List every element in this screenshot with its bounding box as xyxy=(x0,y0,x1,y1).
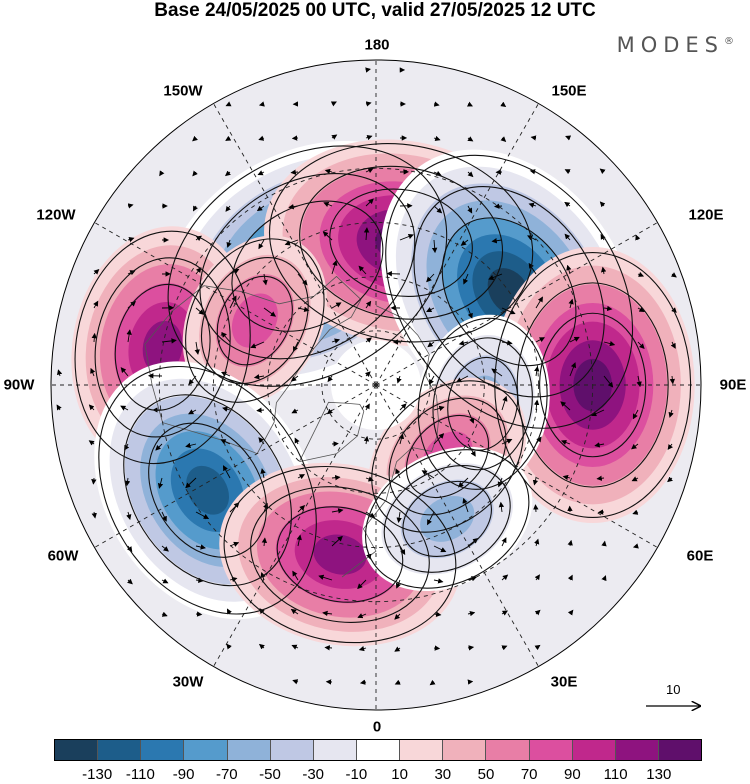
lon-label-60w: 60W xyxy=(48,548,79,565)
colorbar-swatch xyxy=(400,740,443,760)
colorbar-tick-label: -10 xyxy=(346,766,368,783)
colorbar-tick-label: 110 xyxy=(604,766,628,783)
lon-label-30e: 30E xyxy=(551,674,578,691)
colorbar-swatch xyxy=(271,740,314,760)
colorbar-tick-label: 50 xyxy=(478,766,495,783)
colorbar-swatch xyxy=(357,740,400,760)
lon-label-120w: 120W xyxy=(36,207,75,224)
colorbar-swatch xyxy=(55,740,98,760)
wind-arrow xyxy=(196,614,201,615)
lon-label-180: 180 xyxy=(364,37,389,54)
lon-label-60e: 60E xyxy=(687,548,714,565)
colorbar-swatch xyxy=(184,740,227,760)
lon-label-120e: 120E xyxy=(688,207,723,224)
wind-arrow xyxy=(535,505,536,512)
colorbar-swatch xyxy=(573,740,616,760)
lon-label-30w: 30W xyxy=(173,674,204,691)
lon-label-0: 0 xyxy=(373,719,381,736)
colorbar-tick-label: 70 xyxy=(521,766,538,783)
colorbar xyxy=(54,739,702,761)
colorbar-swatch xyxy=(616,740,659,760)
colorbar-swatch xyxy=(659,740,701,760)
colorbar-tick-label: -110 xyxy=(126,766,155,783)
colorbar-tick-label: -130 xyxy=(82,766,112,783)
colorbar-swatch xyxy=(141,740,184,760)
colorbar-tick-label: -90 xyxy=(173,766,195,783)
lon-label-150e: 150E xyxy=(551,83,586,100)
wind-arrow xyxy=(325,647,332,648)
colorbar-swatch xyxy=(228,740,271,760)
colorbar-tick-label: -70 xyxy=(216,766,238,783)
wind-arrow xyxy=(93,478,94,484)
lon-label-90e: 90E xyxy=(720,377,747,394)
lon-label-150w: 150W xyxy=(163,83,202,100)
colorbar-swatch xyxy=(530,740,573,760)
colorbar-swatch xyxy=(98,740,141,760)
colorbar-tick-label: 130 xyxy=(646,766,671,783)
vector-scale-label: 10 xyxy=(666,682,680,697)
lon-label-90w: 90W xyxy=(4,377,35,394)
colorbar-tick-label: 10 xyxy=(391,766,408,783)
wind-arrow xyxy=(468,681,472,682)
vector-scale-arrow xyxy=(644,700,704,716)
colorbar-swatch xyxy=(443,740,486,760)
colorbar-swatch xyxy=(486,740,529,760)
colorbar-tick-label: 30 xyxy=(434,766,451,783)
colorbar-ticks: -130 -110 -90 -70 -50 -30 -10 10 30 50 70 90 110 130 xyxy=(54,766,702,784)
colorbar-tick-label: 90 xyxy=(564,766,581,783)
colorbar-swatch xyxy=(314,740,357,760)
colorbar-tick-label: -30 xyxy=(302,766,324,783)
colorbar-tick-label: -50 xyxy=(259,766,281,783)
wind-arrow xyxy=(434,648,439,649)
wind-arrow xyxy=(495,206,502,207)
